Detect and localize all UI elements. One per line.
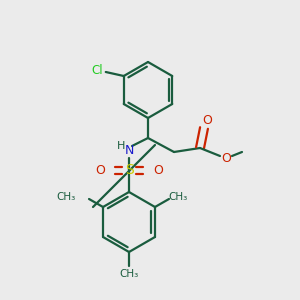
Text: CH₃: CH₃ [119, 269, 139, 279]
Text: CH₃: CH₃ [57, 192, 76, 202]
Text: Cl: Cl [91, 64, 103, 76]
Text: H: H [117, 141, 125, 151]
Text: O: O [95, 164, 105, 176]
Text: O: O [202, 113, 212, 127]
Text: O: O [221, 152, 231, 164]
Text: O: O [153, 164, 163, 176]
Text: S: S [124, 163, 134, 177]
Text: N: N [124, 145, 134, 158]
Text: CH₃: CH₃ [168, 192, 188, 202]
